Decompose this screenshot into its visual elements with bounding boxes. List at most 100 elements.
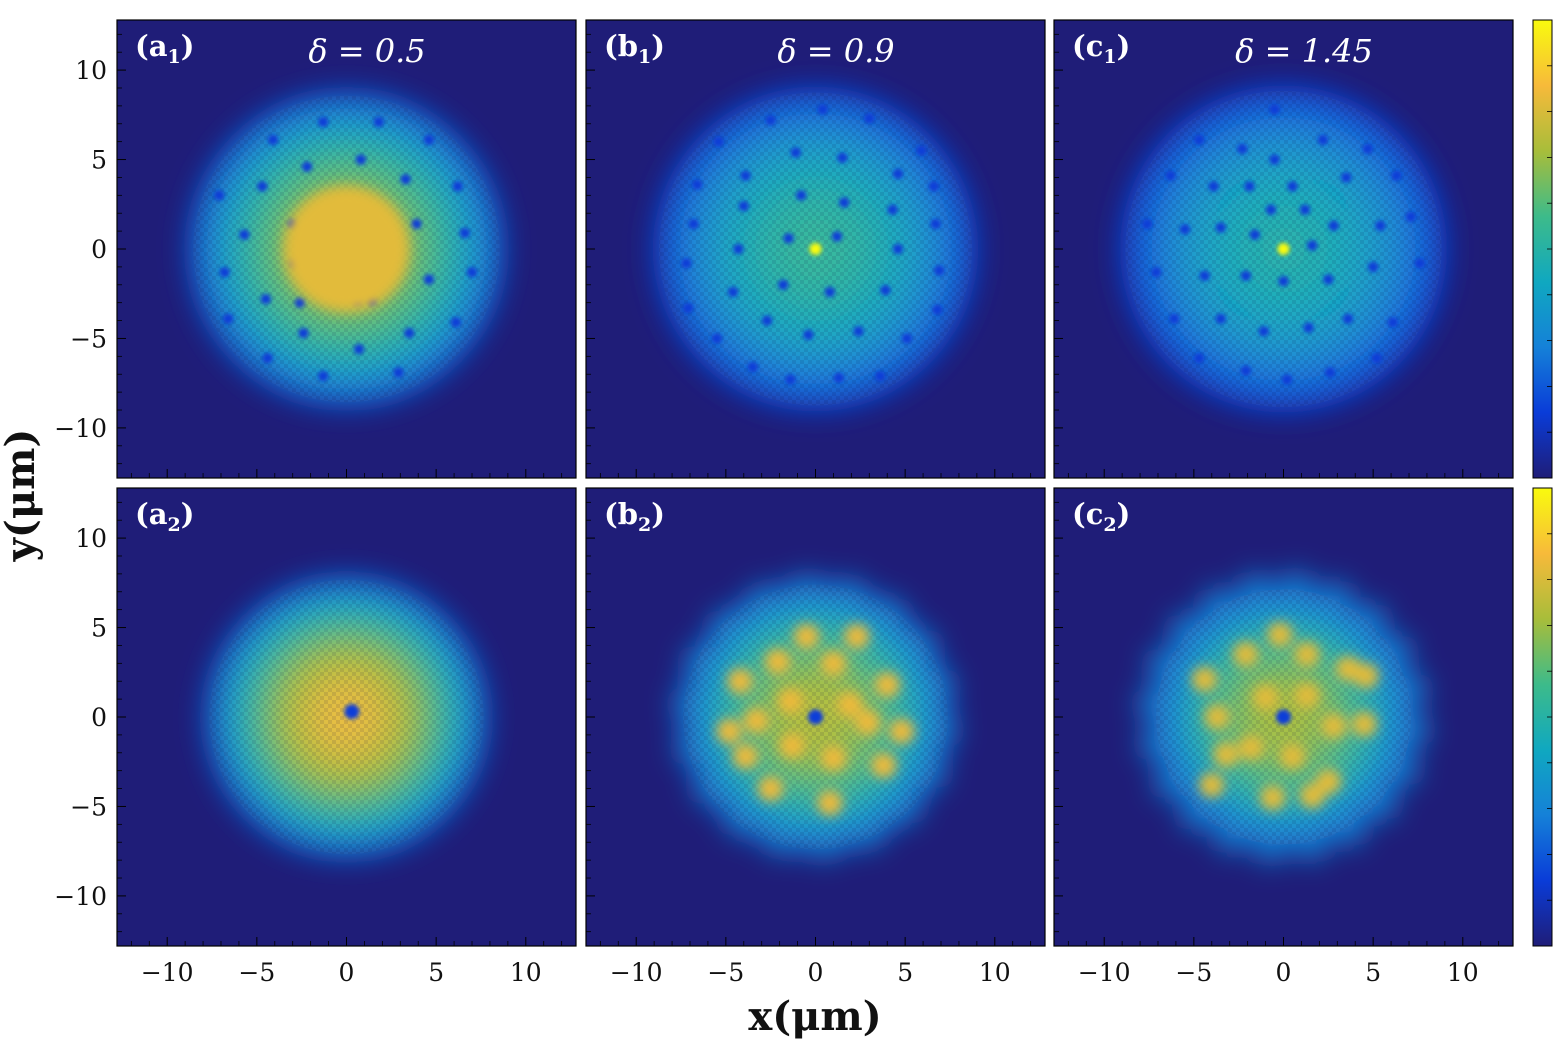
y-tick-label: −5: [70, 792, 107, 821]
vortex: [761, 315, 773, 326]
vortex: [1367, 261, 1379, 273]
vortex: [892, 168, 904, 180]
panel-label-subscript: 1: [1103, 46, 1116, 68]
panel-delta-label: δ = 0.9: [777, 32, 894, 70]
vortex: [393, 367, 404, 378]
density-peak: [817, 790, 843, 816]
vortex: [1258, 326, 1269, 337]
vortex: [1287, 181, 1298, 192]
colorbar-bottom: [1532, 487, 1553, 947]
core-vortex-dark: [344, 704, 360, 720]
density-peak: [793, 623, 820, 650]
peaks-layer: [716, 623, 915, 816]
vortex: [928, 181, 940, 192]
vortex: [355, 154, 367, 165]
vortex: [1194, 352, 1205, 364]
vortex: [1208, 181, 1219, 192]
vortex: [423, 274, 435, 285]
density-peak: [1238, 734, 1264, 760]
panel-label-subscript: 2: [638, 514, 651, 536]
panel-b1: (b1) δ = 0.9: [585, 19, 1046, 479]
density-peak: [1351, 711, 1377, 737]
density-peak: [1204, 704, 1230, 730]
vortex: [778, 279, 789, 290]
density-peak: [1253, 684, 1279, 710]
panel-delta-label: δ = 1.45: [1235, 32, 1373, 70]
vortex: [317, 370, 329, 382]
vortex: [1317, 134, 1329, 146]
x-tick-label: −10: [141, 958, 194, 987]
vortex: [452, 181, 463, 192]
density-peak: [1321, 713, 1347, 739]
x-tick-label: 0: [808, 958, 824, 987]
vortex: [1150, 267, 1162, 278]
vortex: [267, 134, 279, 146]
vortex: [682, 302, 694, 314]
vortices-layer: [1142, 104, 1425, 385]
core-vortex: [344, 704, 360, 720]
vortex: [1414, 258, 1425, 269]
vortex: [239, 229, 250, 240]
vortex: [934, 265, 945, 276]
vortex: [817, 104, 828, 115]
panels-layer: (a1) δ = 0.5 (b1) δ = 0.9 (c1) δ = 1.45 (a2) (b…: [116, 19, 1514, 947]
vortex: [733, 243, 744, 255]
x-tick-label: −5: [238, 958, 275, 987]
density-peak: [743, 708, 769, 734]
x-tick-label: 10: [979, 958, 1011, 987]
panel-ticks: 10 5 0 −5 −10: [54, 33, 563, 478]
x-tick-label: 10: [510, 958, 542, 987]
x-tick-label: 0: [1276, 958, 1292, 987]
panel-content: [586, 488, 1045, 946]
vortex: [260, 293, 272, 305]
colorbar-top: [1532, 19, 1553, 479]
density-peak: [1233, 641, 1259, 667]
vortex: [932, 304, 943, 316]
vortex: [916, 145, 927, 156]
vortex: [740, 170, 751, 181]
vortex: [459, 227, 471, 239]
vortex: [803, 329, 814, 341]
panel-label-subscript: 2: [168, 514, 181, 536]
panel-label-subscript: 1: [638, 46, 651, 68]
vortex: [262, 352, 273, 364]
x-axis-title: x(μm): [748, 993, 881, 1040]
vortex: [1391, 170, 1402, 181]
core-sparkle-dot: [1277, 243, 1290, 255]
vortex: [785, 374, 796, 385]
x-tick-label: 5: [1365, 958, 1381, 987]
vortex: [711, 333, 723, 344]
vortex: [1281, 374, 1293, 385]
panel-label: (b2): [604, 497, 665, 536]
panel-content: [1054, 20, 1513, 478]
density-peak: [777, 688, 803, 714]
panel-content: [586, 20, 1045, 478]
vortex: [222, 313, 234, 324]
panel-a1: (a1) δ = 0.5: [116, 19, 577, 479]
vortex: [1303, 322, 1314, 333]
panel-content: [1054, 488, 1513, 946]
vortex: [930, 218, 941, 230]
panel-label: (b1): [604, 29, 665, 68]
vortex: [738, 200, 749, 212]
core-sparkle-dot: [809, 243, 822, 255]
vortex: [1405, 211, 1417, 222]
density-peak: [889, 718, 915, 744]
vortex: [1215, 313, 1226, 324]
vortex: [298, 327, 309, 339]
density-peak: [1260, 784, 1286, 811]
vortex: [1240, 365, 1252, 376]
vortex: [1165, 170, 1176, 181]
x-tick-label: −10: [610, 958, 663, 987]
vortex: [1323, 274, 1334, 285]
density-peak: [871, 752, 897, 778]
panel-label: (a1): [135, 29, 194, 68]
vortex: [373, 116, 384, 128]
density-peak: [1213, 742, 1239, 768]
vortex: [1265, 204, 1277, 215]
vortex: [400, 174, 411, 185]
vortex: [411, 218, 422, 230]
density-peak: [874, 672, 900, 698]
density-peak: [1299, 783, 1325, 809]
